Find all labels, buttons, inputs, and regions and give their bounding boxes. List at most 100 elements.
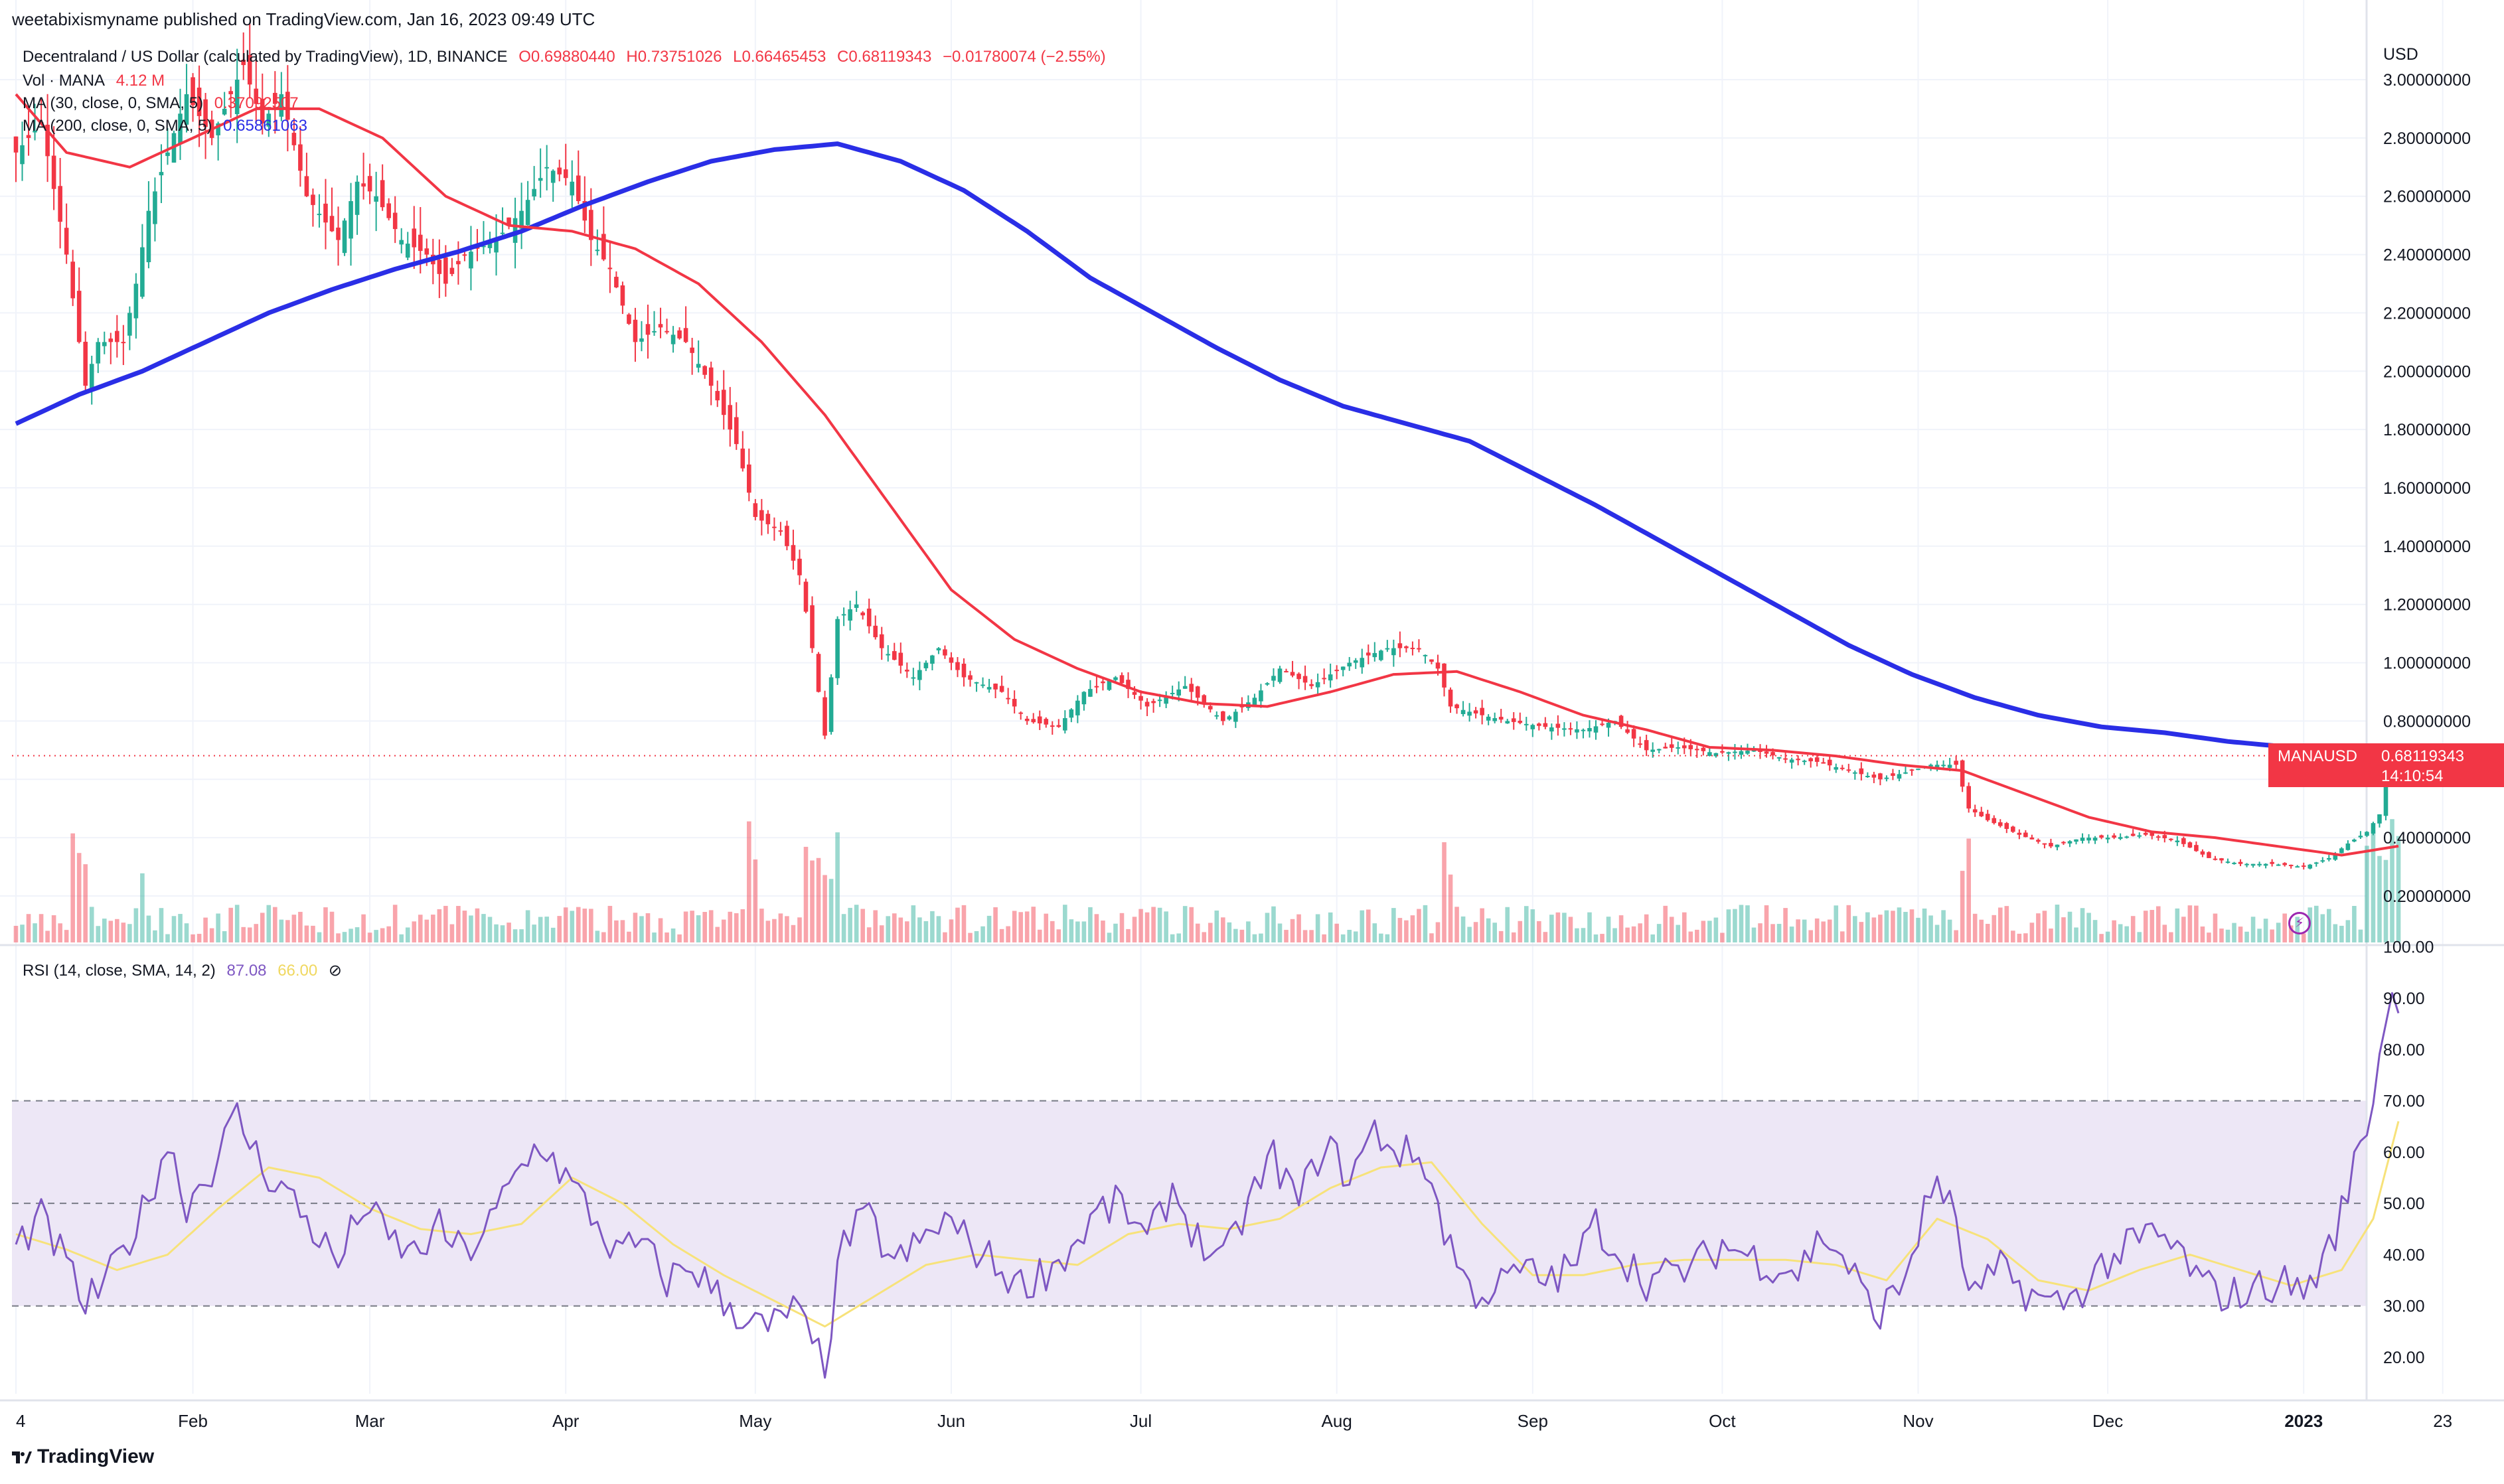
rsi-tick-label: 40.00 xyxy=(2383,1246,2425,1264)
candle-body xyxy=(159,172,164,176)
candle-body xyxy=(772,526,777,528)
volume-bar xyxy=(1631,926,1636,942)
volume-bar xyxy=(639,916,644,942)
candle-body xyxy=(1309,684,1314,686)
volume-bar xyxy=(1328,912,1333,942)
candle-body xyxy=(1853,772,1857,774)
candle-body xyxy=(1157,700,1162,702)
candle-body xyxy=(1119,675,1125,684)
candle-body xyxy=(76,291,82,342)
volume-bar xyxy=(1246,921,1251,942)
price-tick-label: 0.20000000 xyxy=(2383,887,2471,906)
volume-bar xyxy=(1808,930,1813,942)
volume-bar xyxy=(2390,819,2394,942)
volume-bar xyxy=(456,906,461,942)
volume-bar xyxy=(1505,907,1510,942)
candle-body xyxy=(1903,772,1908,774)
rsi-legend[interactable]: RSI (14, close, SMA, 14, 2) 87.08 66.00 … xyxy=(23,961,349,980)
candle-body xyxy=(1101,681,1105,684)
volume-bar xyxy=(2162,925,2167,942)
candle-body xyxy=(1916,769,1920,771)
volume-bar xyxy=(2396,836,2401,942)
candle-body xyxy=(1625,729,1630,733)
rsi-value: 87.08 xyxy=(226,962,267,980)
volume-bar xyxy=(431,915,435,942)
candle-body xyxy=(810,605,815,648)
candle-body xyxy=(1126,680,1131,690)
volume-bar xyxy=(329,911,335,942)
volume-bar xyxy=(386,926,391,942)
volume-bar xyxy=(1107,932,1112,942)
volume-bar xyxy=(2086,913,2091,942)
volume-bar xyxy=(1221,917,1225,942)
volume-bar xyxy=(854,905,859,942)
publisher-line: weetabixismyname published on TradingVie… xyxy=(12,9,595,29)
volume-bar xyxy=(399,934,404,942)
candle-body xyxy=(2257,863,2262,865)
eye-off-icon[interactable]: ⊘ xyxy=(328,962,343,980)
volume-bar xyxy=(247,927,252,942)
volume-bar xyxy=(1012,911,1017,942)
candle-body xyxy=(2232,862,2236,864)
candle-body xyxy=(2263,863,2268,866)
candle-body xyxy=(1897,774,1902,779)
candle-body xyxy=(1593,726,1599,733)
volume-bar xyxy=(222,931,227,942)
volume-bar xyxy=(753,859,758,942)
candle-body xyxy=(311,194,315,205)
volume-bar xyxy=(683,911,688,942)
candle-body xyxy=(740,448,745,469)
volume-bar xyxy=(1360,910,1365,942)
candle-body xyxy=(1334,670,1339,672)
volume-bar xyxy=(1618,915,1624,942)
volume-bar xyxy=(999,928,1004,942)
volume-bar xyxy=(1555,912,1561,942)
lightning-icon[interactable]: ⚡ xyxy=(2288,912,2311,934)
candle-body xyxy=(1302,676,1308,683)
volume-bar xyxy=(1309,930,1314,942)
candle-body xyxy=(708,367,714,386)
volume-bar xyxy=(1524,906,1529,942)
time-tick-label: Jul xyxy=(1130,1411,1152,1431)
candle-body xyxy=(133,283,139,319)
candle-body xyxy=(1088,689,1093,697)
candle-body xyxy=(266,113,272,127)
candle-body xyxy=(1132,692,1137,695)
candle-body xyxy=(469,252,473,269)
candle-body xyxy=(1012,699,1017,707)
candle-body xyxy=(1467,711,1472,716)
volume-bar xyxy=(607,905,613,942)
candle-body xyxy=(2207,852,2211,858)
candle-body xyxy=(456,261,461,265)
volume-bar xyxy=(1543,932,1548,942)
volume-bar xyxy=(1385,934,1390,942)
ma200-legend[interactable]: MA (200, close, 0, SMA, 5) 0.65861063 xyxy=(23,117,314,135)
volume-legend[interactable]: Vol · MANA 4.12 M xyxy=(23,72,171,90)
volume-bar xyxy=(1663,905,1668,942)
volume-bar xyxy=(1903,911,1908,942)
price-tick-label: 1.20000000 xyxy=(2383,596,2471,615)
candle-body xyxy=(1511,718,1516,722)
candle-body xyxy=(1783,758,1788,760)
candle-body xyxy=(930,655,935,664)
candle-body xyxy=(1176,689,1181,696)
symbol-title[interactable]: Decentraland / US Dollar (calculated by … xyxy=(23,48,508,66)
candle-body xyxy=(1227,716,1232,720)
candle-body xyxy=(968,675,973,680)
candle-body xyxy=(1417,648,1421,650)
candle-body xyxy=(639,338,644,342)
candle-body xyxy=(2143,832,2148,835)
candle-body xyxy=(974,682,979,684)
tradingview-logo[interactable]: TradingView xyxy=(12,1446,154,1468)
candle-body xyxy=(1391,648,1396,656)
ma30-legend[interactable]: MA (30, close, 0, SMA, 5) 0.37092507 xyxy=(23,94,305,113)
candle-body xyxy=(424,248,430,255)
volume-bar xyxy=(570,911,575,942)
volume-bar xyxy=(1132,917,1137,942)
candle-body xyxy=(595,250,600,252)
candle-body xyxy=(1480,707,1484,715)
candle-body xyxy=(778,530,783,532)
volume-bar xyxy=(1954,930,1958,942)
volume-bar xyxy=(1821,921,1826,942)
